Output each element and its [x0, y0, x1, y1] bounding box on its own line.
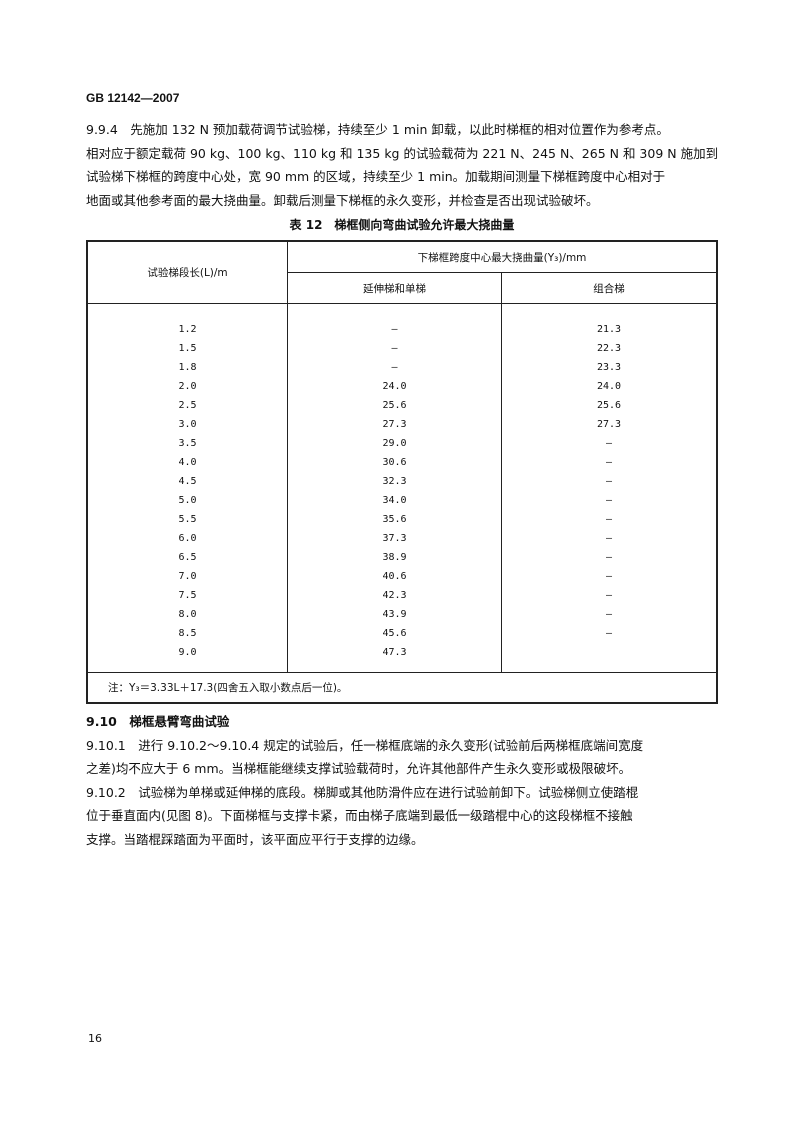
section-9-10-title: 9.10 梯框悬臂弯曲试验	[86, 714, 230, 729]
cell-combination: 22.3	[501, 339, 718, 358]
header-length: 试验梯段长(L)/m	[86, 241, 288, 304]
cell-extension: 25.6	[287, 396, 502, 415]
cell-combination: —	[501, 624, 718, 643]
cell-extension: 37.3	[287, 529, 502, 548]
table-row: 2.5 25.6 25.6	[86, 396, 718, 415]
cell-combination: —	[501, 586, 718, 605]
page-content: GB 12142—2007 9.9.4 先施加 132 N 预加载荷调节试验梯，…	[86, 90, 726, 851]
cell-length: 9.0	[86, 643, 288, 673]
cell-extension: 42.3	[287, 586, 502, 605]
text-line: 9.10.2 试验梯为单梯或延伸梯的底段。梯脚或其他防滑件应在进行试验前卸下。试…	[86, 784, 639, 800]
cell-combination: —	[501, 510, 718, 529]
table-row: 6.0 37.3—	[86, 529, 718, 548]
cell-combination: 21.3	[501, 303, 718, 339]
table-caption: 表 12 梯框侧向弯曲试验允许最大挠曲量	[289, 218, 515, 232]
cell-length: 5.0	[86, 491, 288, 510]
deflection-table: 试验梯段长(L)/m 下梯框跨度中心最大挠曲量(Y₃)/mm 延伸梯和单梯 组合…	[86, 240, 718, 704]
cell-combination: —	[501, 434, 718, 453]
cell-length: 2.5	[86, 396, 288, 415]
cell-combination	[501, 643, 718, 673]
text-line: 相对应于额定载荷 90 kg、100 kg、110 kg 和 135 kg 的试…	[86, 145, 719, 161]
cell-extension: —	[287, 358, 502, 377]
cell-length: 1.2	[86, 303, 288, 339]
cell-length: 8.5	[86, 624, 288, 643]
paragraph-9-10-1: 9.10.1 进行 9.10.2～9.10.4 规定的试验后，任一梯框底端的永久…	[86, 734, 726, 781]
table-row: 5.5 35.6—	[86, 510, 718, 529]
table-row: 3.0 27.3 27.3	[86, 415, 718, 434]
cell-extension: 40.6	[287, 567, 502, 586]
cell-length: 4.0	[86, 453, 288, 472]
table-row: 8.0 43.9—	[86, 605, 718, 624]
table-row: 5.0 34.0—	[86, 491, 718, 510]
cell-extension: 29.0	[287, 434, 502, 453]
cell-length: 2.0	[86, 377, 288, 396]
cell-combination: —	[501, 529, 718, 548]
cell-length: 7.0	[86, 567, 288, 586]
cell-combination: 25.6	[501, 396, 718, 415]
header-extension: 延伸梯和单梯	[287, 272, 502, 304]
cell-length: 8.0	[86, 605, 288, 624]
table-row: 4.5 32.3—	[86, 472, 718, 491]
cell-combination: —	[501, 472, 718, 491]
table-note: 注：Y₃＝3.33L＋17.3(四舍五入取小数点后一位)。	[86, 672, 718, 703]
table-row: 6.5 38.9—	[86, 548, 718, 567]
cell-length: 4.5	[86, 472, 288, 491]
cell-extension: 45.6	[287, 624, 502, 643]
cell-length: 7.5	[86, 586, 288, 605]
cell-combination: 23.3	[501, 358, 718, 377]
cell-extension: 27.3	[287, 415, 502, 434]
cell-length: 1.8	[86, 358, 288, 377]
table-row: 1.2—21.3	[86, 303, 718, 339]
table-row: 9.0 47.3	[86, 643, 718, 673]
cell-extension: —	[287, 303, 502, 339]
cell-extension: 32.3	[287, 472, 502, 491]
table-row: 3.5 29.0—	[86, 434, 718, 453]
text-line: 9.10.1 进行 9.10.2～9.10.4 规定的试验后，任一梯框底端的永久…	[86, 737, 644, 753]
table-row: 1.8—23.3	[86, 358, 718, 377]
text-line: 之差)均不应大于 6 mm。当梯框能继续支撑试验载荷时，允许其他部件产生永久变形…	[86, 761, 632, 776]
text-line: 支撑。当踏棍踩踏面为平面时，该平面应平行于支撑的边缘。	[86, 831, 424, 847]
table-row: 2.0 24.0 24.0	[86, 377, 718, 396]
text-line: 9.9.4 先施加 132 N 预加载荷调节试验梯，持续至少 1 min 卸载，…	[86, 122, 669, 137]
cell-extension: 24.0	[287, 377, 502, 396]
cell-combination: —	[501, 491, 718, 510]
paragraph-9-9-4: 9.9.4 先施加 132 N 预加载荷调节试验梯，持续至少 1 min 卸载，…	[86, 118, 726, 212]
cell-combination: —	[501, 548, 718, 567]
header-combination: 组合梯	[501, 272, 718, 304]
cell-extension: 43.9	[287, 605, 502, 624]
cell-combination: 27.3	[501, 415, 718, 434]
text-line: 位于垂直面内(见图 8)。下面梯框与支撑卡紧，而由梯子底端到最低一级踏棍中心的这…	[86, 808, 633, 823]
cell-combination: 24.0	[501, 377, 718, 396]
header-group: 下梯框跨度中心最大挠曲量(Y₃)/mm	[287, 241, 718, 273]
cell-extension: —	[287, 339, 502, 358]
cell-length: 5.5	[86, 510, 288, 529]
cell-extension: 47.3	[287, 643, 502, 673]
cell-extension: 30.6	[287, 453, 502, 472]
cell-length: 3.5	[86, 434, 288, 453]
table-row: 1.5—22.3	[86, 339, 718, 358]
cell-combination: —	[501, 605, 718, 624]
standard-header: GB 12142—2007	[86, 91, 180, 105]
table-row: 7.0 40.6—	[86, 567, 718, 586]
cell-length: 6.5	[86, 548, 288, 567]
table-row: 7.5 42.3—	[86, 586, 718, 605]
cell-length: 6.0	[86, 529, 288, 548]
cell-extension: 35.6	[287, 510, 502, 529]
cell-extension: 38.9	[287, 548, 502, 567]
page-number: 16	[88, 1032, 102, 1045]
text-line: 地面或其他参考面的最大挠曲量。卸载后测量下梯框的永久变形，并检查是否出现试验破坏…	[86, 192, 599, 208]
cell-length: 1.5	[86, 339, 288, 358]
text-line: 试验梯下梯框的跨度中心处，宽 90 mm 的区域，持续至少 1 min。加载期间…	[86, 169, 666, 184]
table-row: 8.5 45.6—	[86, 624, 718, 643]
table-row: 4.0 30.6—	[86, 453, 718, 472]
cell-combination: —	[501, 567, 718, 586]
paragraph-9-10-2: 9.10.2 试验梯为单梯或延伸梯的底段。梯脚或其他防滑件应在进行试验前卸下。试…	[86, 781, 726, 852]
cell-combination: —	[501, 453, 718, 472]
cell-extension: 34.0	[287, 491, 502, 510]
cell-length: 3.0	[86, 415, 288, 434]
